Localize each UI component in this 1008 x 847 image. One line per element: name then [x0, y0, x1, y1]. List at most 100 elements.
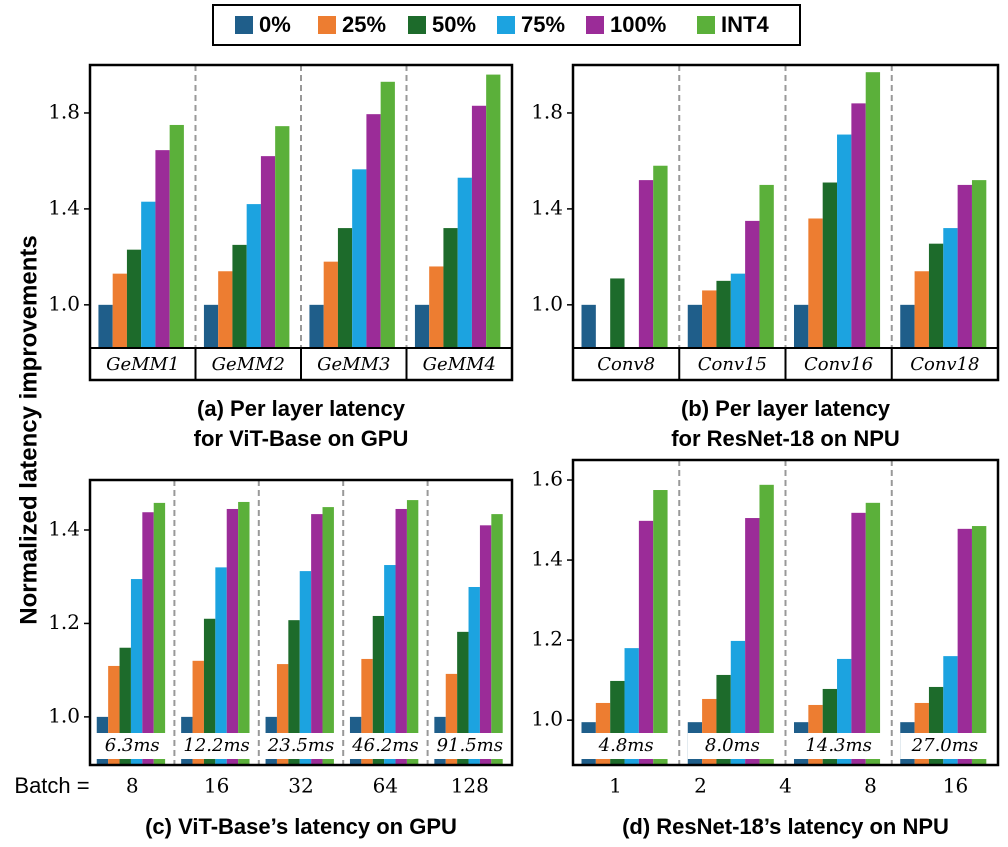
bar — [730, 273, 746, 348]
bar — [232, 244, 247, 348]
bar — [380, 81, 395, 348]
label-bg — [347, 733, 424, 759]
bar — [837, 134, 852, 348]
bar — [366, 114, 381, 348]
legend-label: 25% — [342, 12, 386, 37]
bar — [126, 249, 142, 348]
bar — [457, 177, 472, 348]
legend-label: INT4 — [721, 12, 769, 37]
y-tick-label: 1.2 — [531, 627, 563, 651]
bar — [971, 180, 987, 348]
bar — [169, 124, 184, 348]
y-tick-label: 1.4 — [48, 195, 80, 219]
bar — [914, 271, 929, 348]
bar — [865, 72, 881, 348]
frame — [571, 458, 1000, 767]
bar — [337, 228, 353, 348]
bar — [928, 243, 944, 348]
bar — [203, 304, 219, 348]
bar — [865, 502, 881, 765]
bar — [943, 228, 958, 348]
bar — [153, 502, 166, 765]
x-tick-label: 8 — [864, 774, 877, 798]
bar — [491, 514, 503, 765]
legend-swatch — [235, 16, 253, 34]
chart-title: (b) Per layer latency — [681, 396, 891, 421]
legend-swatch — [697, 16, 715, 34]
x-tick-label: 16 — [204, 774, 229, 798]
x-tick-label: Conv18 — [910, 354, 979, 375]
bar — [142, 512, 154, 765]
bar — [192, 660, 204, 765]
bar — [119, 647, 131, 765]
bar — [322, 507, 334, 765]
frame — [88, 63, 514, 382]
bar — [246, 204, 261, 348]
bar — [851, 103, 866, 348]
bar — [288, 620, 300, 765]
bar — [957, 184, 972, 348]
y-axis-label: Normalized latency improvements — [15, 235, 42, 624]
label-bg — [94, 733, 171, 759]
legend-swatch — [318, 16, 336, 34]
bar — [372, 615, 385, 765]
bar — [653, 165, 668, 348]
bar — [108, 665, 120, 765]
label-bg — [263, 733, 339, 759]
bar — [226, 508, 239, 765]
bar — [406, 500, 419, 765]
bar — [309, 304, 324, 348]
bar — [361, 658, 373, 765]
bar — [745, 518, 760, 765]
bar — [429, 266, 444, 348]
bar — [299, 571, 312, 765]
bar — [130, 579, 143, 765]
bar — [238, 501, 250, 765]
legend-label: 75% — [521, 12, 565, 37]
group-label: 14.3ms — [805, 735, 871, 756]
bar — [141, 201, 156, 348]
bar — [98, 304, 113, 348]
bar — [479, 525, 492, 765]
chart-title: (d) ResNet-18’s latency on NPU — [622, 814, 949, 839]
bar — [822, 182, 838, 348]
chart-title: (a) Per layer latency — [197, 396, 406, 421]
y-tick-label: 1.0 — [531, 707, 563, 731]
legend-swatch — [497, 16, 515, 34]
label-bg — [900, 733, 990, 759]
bar — [638, 180, 654, 348]
annotation: 23.5ms — [267, 735, 334, 756]
annotation: 46.2ms — [351, 735, 418, 756]
x-tick-label: Conv16 — [804, 354, 873, 375]
annotation: 91.5ms — [437, 735, 503, 756]
x-tick-label: GeMM1 — [106, 354, 179, 375]
bar — [203, 618, 216, 765]
group-label: 27.0ms — [911, 735, 978, 756]
label-bg — [794, 733, 884, 759]
bar — [384, 565, 396, 765]
y-tick-label: 1.0 — [48, 703, 80, 727]
y-tick-label: 1.6 — [531, 467, 563, 491]
annotation: 12.2ms — [183, 735, 249, 756]
label-bg — [431, 733, 508, 759]
bar — [957, 528, 972, 765]
x-axis-label: Batch = — [14, 773, 89, 798]
bar — [486, 74, 501, 348]
frame — [571, 63, 1000, 382]
bar — [112, 273, 127, 348]
bar — [276, 664, 289, 765]
bar — [260, 156, 276, 348]
label-bg — [178, 733, 255, 759]
legend-label: 50% — [432, 12, 476, 37]
x-tick-label: GeMM4 — [423, 354, 496, 375]
chart-title: for ResNet-18 on NPU — [671, 426, 900, 451]
bar — [638, 520, 654, 765]
chart-title: for ViT-Base on GPU — [194, 426, 409, 451]
x-tick-label: 32 — [288, 774, 313, 798]
bar — [610, 278, 625, 348]
bar — [352, 169, 367, 348]
bar — [794, 304, 809, 348]
x-tick-label: Conv8 — [597, 354, 655, 375]
bar — [443, 228, 458, 348]
